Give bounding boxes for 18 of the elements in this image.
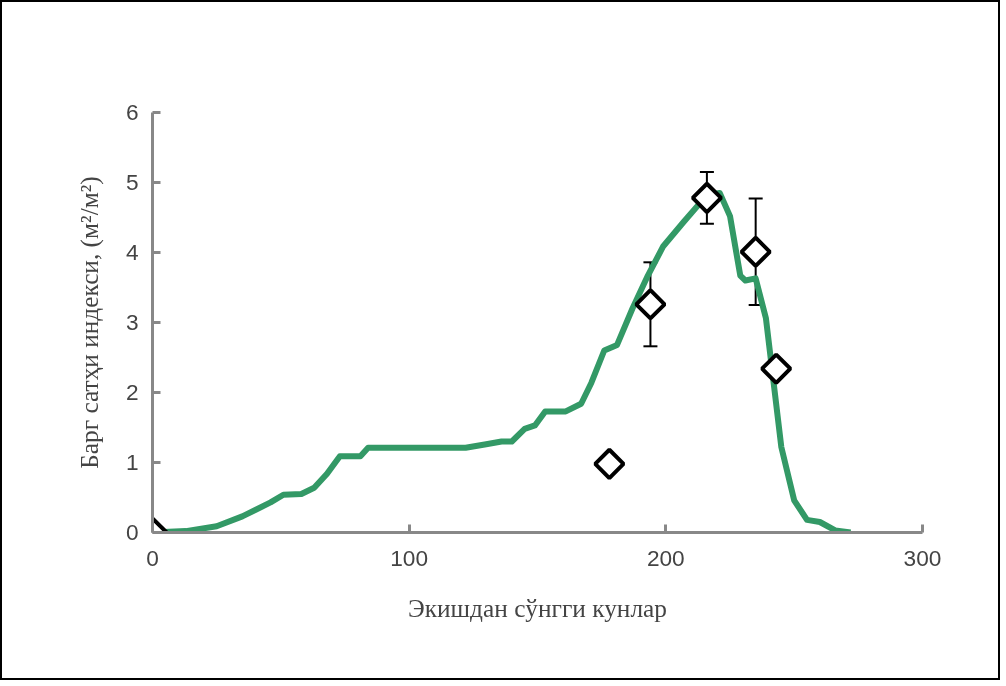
point (760, 352, 793, 385)
y-tick-label: 3 (125, 309, 139, 335)
y-tick-label: 2 (125, 379, 139, 405)
point (634, 288, 667, 321)
y-tick-label: 5 (125, 169, 139, 195)
x-tick-label: 200 (646, 544, 685, 571)
y-tick-label: 4 (125, 239, 139, 265)
y-axis-title: Барг сатҳи индекси, (м²/м²) (74, 176, 104, 469)
x-axis-title: Экишдан сўнгги кунлар (408, 593, 667, 622)
point (690, 181, 724, 215)
x-tick-label: 100 (390, 544, 429, 571)
y-tick-label: 1 (125, 449, 139, 475)
point (739, 235, 772, 268)
x-tick-label: 0 (146, 544, 159, 571)
point (593, 447, 626, 481)
y-tick-label: 6 (125, 99, 139, 125)
y-tick-label: 0 (125, 519, 139, 545)
x-tick-label: 300 (903, 544, 942, 571)
